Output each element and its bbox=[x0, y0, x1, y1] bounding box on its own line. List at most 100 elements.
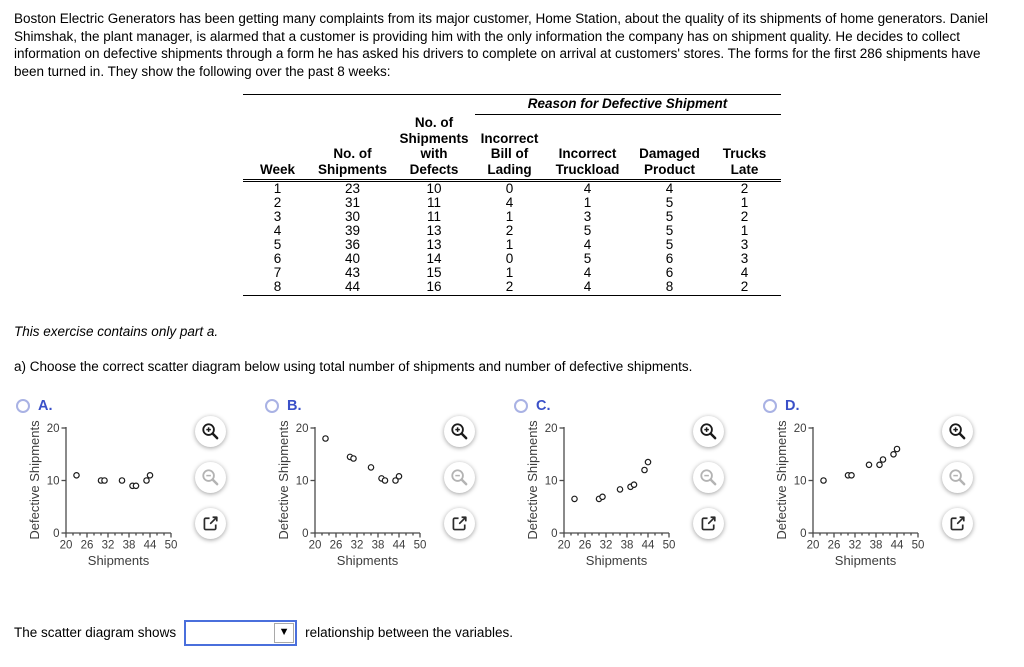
table-cell: 4 bbox=[583, 265, 592, 281]
option-letter-c: C. bbox=[536, 397, 551, 414]
table-cell: 0 bbox=[505, 181, 514, 197]
zoom-out-icon bbox=[451, 468, 468, 485]
zoom-in-icon bbox=[700, 422, 717, 439]
chart-block-a: 20 26 32 38 44 50 0 10 20 Shipments Defective Ship… bbox=[14, 415, 263, 586]
chart-tools-a bbox=[195, 415, 226, 539]
table-cell: 36 bbox=[344, 237, 360, 253]
span-header-row: Reason for Defective Shipment bbox=[243, 94, 781, 115]
table-cell: 8 bbox=[243, 280, 312, 296]
open-in-new-icon bbox=[203, 515, 218, 530]
option-letter-d: D. bbox=[785, 397, 800, 414]
table-cell: 1 bbox=[273, 181, 282, 197]
table-cell: 11 bbox=[426, 209, 441, 225]
data-point bbox=[322, 434, 329, 442]
svg-text:0: 0 bbox=[302, 528, 308, 540]
col-header-trucks-late: Trucks Late bbox=[708, 114, 781, 183]
svg-text:38: 38 bbox=[621, 539, 634, 551]
svg-text:44: 44 bbox=[144, 539, 157, 551]
data-point bbox=[893, 445, 901, 452]
svg-text:20: 20 bbox=[47, 423, 60, 435]
span-header-spacer bbox=[243, 95, 474, 115]
col-header-damaged: Damaged Product bbox=[630, 114, 709, 183]
table-cell: 3 bbox=[740, 237, 749, 253]
table-cell: 4 bbox=[665, 181, 674, 197]
scatter-plot-a: 20 26 32 38 44 50 0 10 20 Shipments Defective Ship… bbox=[27, 419, 177, 568]
reason-span-header: Reason for Defective Shipment bbox=[474, 94, 781, 115]
svg-text:20: 20 bbox=[794, 423, 807, 435]
chart-tools-d bbox=[942, 415, 973, 539]
svg-text:Shipments: Shipments bbox=[88, 553, 150, 568]
column-header-row: Week No. of Shipments No. of Shipments w… bbox=[243, 114, 781, 183]
zoom-out-icon bbox=[202, 468, 219, 485]
data-point bbox=[101, 476, 108, 484]
zoom-in-button-a[interactable] bbox=[195, 415, 226, 447]
table-cell: 31 bbox=[344, 195, 360, 211]
table-cell: 8 bbox=[630, 280, 709, 296]
data-point bbox=[381, 476, 389, 484]
table-cell: 4 bbox=[583, 237, 592, 253]
open-in-new-button-a[interactable] bbox=[195, 507, 226, 539]
table-row: 1 23 10 0 4 4 2 bbox=[243, 181, 780, 197]
table-cell: 2 bbox=[740, 181, 749, 197]
chart-block-c: 20 26 32 38 44 50 0 10 20 Shipments Defective Ship… bbox=[512, 415, 761, 586]
zoom-out-button-a[interactable] bbox=[195, 461, 226, 493]
svg-text:44: 44 bbox=[891, 539, 904, 551]
table-cell: 5 bbox=[665, 195, 674, 211]
option-radio-d[interactable] bbox=[763, 398, 777, 413]
data-point bbox=[132, 482, 140, 489]
option-header-b: B. bbox=[265, 396, 512, 416]
table-cell: 2 bbox=[740, 209, 749, 225]
chevron-down-icon: ▼ bbox=[278, 626, 290, 639]
option-header-c: C. bbox=[514, 396, 761, 416]
table-cell: 40 bbox=[344, 251, 360, 267]
open-in-new-button-b[interactable] bbox=[444, 507, 475, 539]
svg-text:32: 32 bbox=[849, 539, 862, 551]
zoom-in-button-b[interactable] bbox=[444, 415, 475, 447]
option-radio-a[interactable] bbox=[16, 398, 30, 413]
scatter-plot-d: 20 26 32 38 44 50 0 10 20 Shipments Defective Ship… bbox=[774, 419, 924, 567]
options-row: A. 20 26 32 38 44 50 0 10 20 Shipments Defective S… bbox=[14, 396, 1010, 586]
zoom-out-button-b[interactable] bbox=[444, 461, 475, 493]
svg-text:26: 26 bbox=[330, 539, 343, 551]
table-cell: 7 bbox=[273, 265, 282, 281]
dropdown-arrow-button[interactable]: ▼ bbox=[274, 622, 295, 643]
open-in-new-button-c[interactable] bbox=[693, 507, 724, 539]
svg-text:Defective Shipments: Defective Shipments bbox=[277, 419, 291, 539]
option-column-d: D. 20 26 32 38 44 50 0 10 20 Shipments Defective S… bbox=[761, 396, 1010, 586]
open-in-new-button-d[interactable] bbox=[942, 507, 973, 539]
data-point bbox=[616, 485, 624, 493]
data-point bbox=[865, 461, 873, 468]
option-radio-c[interactable] bbox=[514, 398, 528, 413]
table-cell: 5 bbox=[665, 209, 674, 225]
svg-text:10: 10 bbox=[545, 475, 558, 487]
chart-block-d: 20 26 32 38 44 50 0 10 20 Shipments Defective Ship… bbox=[761, 415, 1010, 586]
shipment-table-container: Reason for Defective Shipment Week No. o… bbox=[14, 94, 1010, 296]
data-point bbox=[644, 458, 652, 465]
relationship-dropdown[interactable]: ▼ bbox=[184, 619, 298, 646]
option-column-c: C. 20 26 32 38 44 50 0 10 20 Shipments Defective S… bbox=[512, 396, 761, 586]
table-cell: 4 bbox=[740, 265, 749, 281]
zoom-out-icon bbox=[700, 468, 717, 485]
svg-text:26: 26 bbox=[579, 539, 592, 551]
data-point bbox=[73, 471, 80, 479]
zoom-in-button-d[interactable] bbox=[942, 415, 973, 447]
table-cell: 15 bbox=[426, 265, 442, 281]
zoom-in-icon bbox=[202, 422, 219, 439]
scatter-plot-c: 20 26 32 38 44 50 0 10 20 Shipments Defective Ship… bbox=[525, 419, 675, 567]
zoom-in-button-c[interactable] bbox=[693, 415, 724, 447]
option-radio-b[interactable] bbox=[265, 398, 279, 413]
data-point bbox=[876, 461, 883, 468]
svg-text:50: 50 bbox=[414, 539, 427, 551]
svg-text:20: 20 bbox=[296, 423, 309, 435]
svg-text:Defective Shipments: Defective Shipments bbox=[28, 419, 42, 539]
table-cell: 4 bbox=[583, 181, 592, 197]
zoom-out-button-d[interactable] bbox=[942, 461, 973, 493]
svg-text:32: 32 bbox=[600, 539, 613, 551]
table-cell: 11 bbox=[426, 195, 441, 211]
table-cell: 10 bbox=[426, 181, 442, 197]
option-header-d: D. bbox=[763, 396, 1010, 416]
data-point bbox=[599, 493, 606, 500]
open-in-new-icon bbox=[452, 515, 467, 530]
zoom-out-button-c[interactable] bbox=[693, 461, 724, 493]
table-cell: 44 bbox=[311, 280, 394, 296]
